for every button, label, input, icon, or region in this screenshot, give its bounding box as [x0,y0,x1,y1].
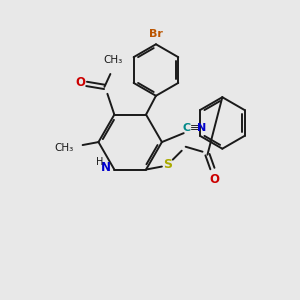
Text: H: H [96,157,103,166]
Text: O: O [76,76,85,89]
Text: S: S [163,158,172,171]
Text: ≡: ≡ [190,123,199,133]
Text: N: N [100,161,110,174]
Text: N: N [197,123,206,133]
Text: Br: Br [149,29,163,39]
Text: O: O [209,173,219,187]
Text: CH₃: CH₃ [104,55,123,65]
Text: C: C [183,123,191,133]
Text: CH₃: CH₃ [55,143,74,153]
